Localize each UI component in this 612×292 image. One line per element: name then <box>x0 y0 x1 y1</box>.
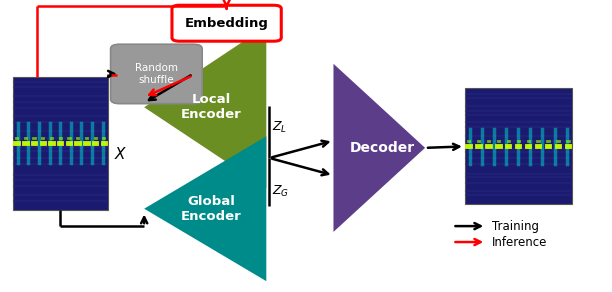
Text: Random
shuffle: Random shuffle <box>135 63 178 85</box>
Text: Global
Encoder: Global Encoder <box>181 195 242 223</box>
Text: Inference: Inference <box>492 236 548 248</box>
Bar <box>465 88 572 204</box>
Text: $Z_L$: $Z_L$ <box>272 120 288 135</box>
Bar <box>13 77 108 210</box>
Polygon shape <box>334 64 425 232</box>
Polygon shape <box>144 136 266 281</box>
Text: Local
Encoder: Local Encoder <box>181 93 242 121</box>
FancyBboxPatch shape <box>111 44 202 104</box>
Text: Decoder: Decoder <box>350 141 415 155</box>
Polygon shape <box>144 26 266 188</box>
FancyBboxPatch shape <box>172 5 282 41</box>
Text: $X$: $X$ <box>114 146 127 162</box>
Text: Training: Training <box>492 220 539 233</box>
Text: Embedding: Embedding <box>185 17 269 30</box>
Text: $Z_G$: $Z_G$ <box>272 184 289 199</box>
